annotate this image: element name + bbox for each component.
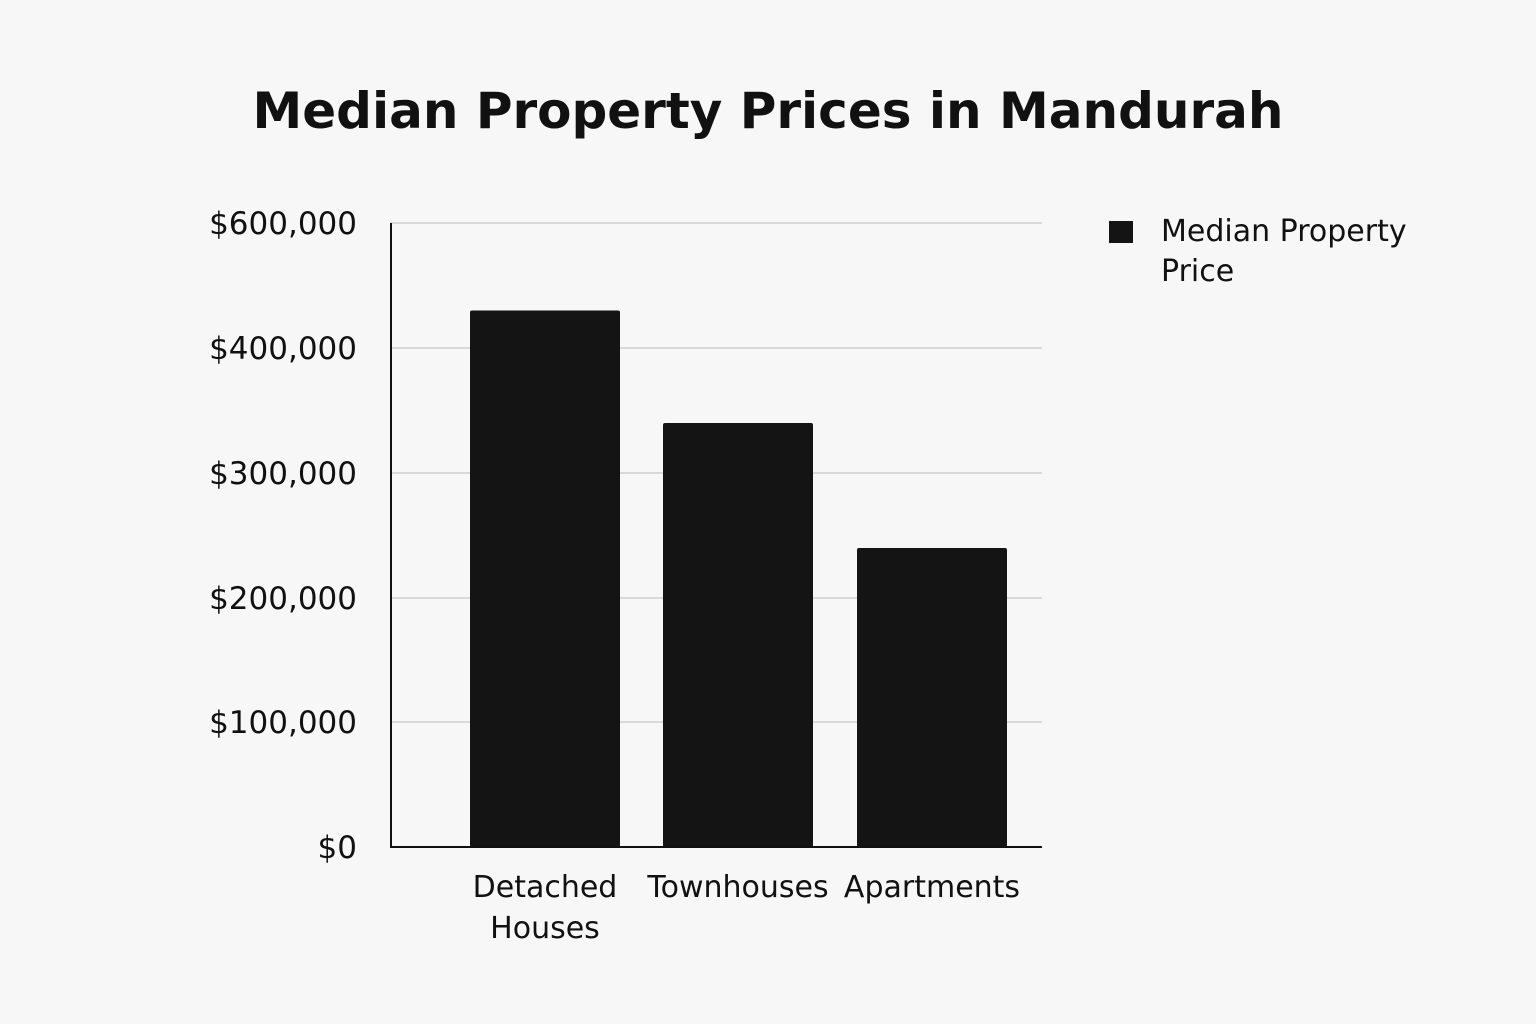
y-tick-label: $100,000 [209,705,357,741]
y-tick-label: $400,000 [209,331,357,367]
x-tick-label-line: Townhouses [646,870,828,905]
legend-label: Median Property Price [1161,214,1407,289]
y-tick-label: $0 [318,830,357,866]
x-tick-label-line: Detached [473,870,618,905]
bar [857,548,1007,847]
x-tick-label-line: Houses [490,911,600,946]
legend: Median Property Price [1109,214,1407,289]
x-tick-label: Apartments [844,870,1020,905]
y-tick-label: $200,000 [209,581,357,617]
y-tick-label: $600,000 [209,206,357,242]
chart-title: Median Property Prices in Mandurah [252,82,1283,140]
legend-label-line: Price [1161,254,1234,289]
x-tick-label: Townhouses [646,870,828,905]
bars [470,310,1007,847]
x-tick-label-line: Apartments [844,870,1020,905]
legend-swatch [1109,221,1133,243]
y-tick-label: $300,000 [209,456,357,492]
y-tick-labels: $0 $100,000 $200,000 $300,000 $400,000 $600,0… [209,206,357,866]
bar [663,423,813,847]
axes [390,223,1042,848]
x-tick-labels: Detached Houses Townhouses Apartments [473,870,1020,946]
x-tick-label: Detached Houses [473,870,618,946]
legend-label-line: Median Property [1161,214,1407,249]
bar [470,310,620,847]
